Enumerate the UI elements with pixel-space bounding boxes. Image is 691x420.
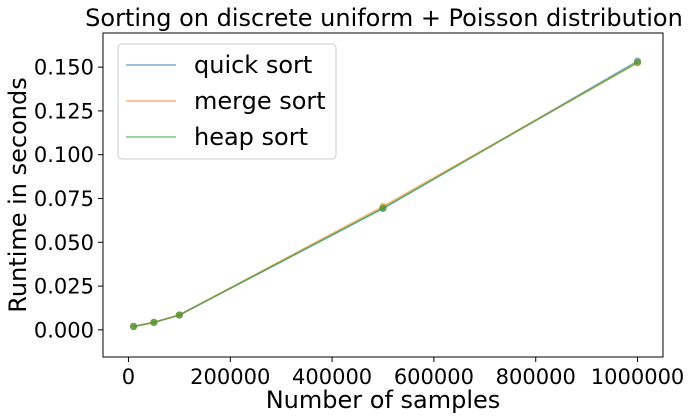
y-tick-label: 0.100 [34, 143, 94, 167]
legend-label-merge-sort: merge sort [194, 87, 326, 115]
y-axis-label: Runtime in seconds [4, 77, 32, 312]
x-tick-label: 200000 [190, 365, 270, 389]
y-tick-label: 0.050 [34, 231, 94, 255]
x-tick-label: 0 [122, 365, 135, 389]
y-tick-label: 0.000 [34, 318, 94, 342]
y-tick-label: 0.025 [34, 275, 94, 299]
data-point-heap-sort [150, 318, 158, 326]
x-tick-label: 1000000 [591, 365, 685, 389]
y-tick-label: 0.075 [34, 187, 94, 211]
x-tick-label: 800000 [496, 365, 576, 389]
chart-title: Sorting on discrete uniform + Poisson di… [85, 4, 683, 32]
data-point-heap-sort [379, 204, 387, 212]
data-point-heap-sort [175, 311, 183, 319]
legend-label-quick-sort: quick sort [194, 51, 312, 79]
data-point-heap-sort [129, 322, 138, 330]
series-layer [129, 57, 642, 331]
legend: quick sort merge sort heap sort [117, 43, 337, 160]
legend-frame [117, 43, 337, 160]
x-axis-label: Number of samples [266, 386, 501, 414]
y-axis: 0.000 0.025 0.050 0.075 0.100 0.125 0.150 [34, 56, 103, 342]
x-axis: 0 200000 400000 600000 800000 1000000 [122, 357, 685, 389]
legend-label-heap-sort: heap sort [194, 123, 308, 151]
x-tick-label: 600000 [394, 365, 474, 389]
y-tick-label: 0.150 [34, 56, 94, 80]
x-tick-label: 400000 [292, 365, 372, 389]
y-tick-label: 0.125 [34, 99, 94, 123]
plot-area [102, 32, 664, 358]
data-point-heap-sort [633, 58, 642, 67]
